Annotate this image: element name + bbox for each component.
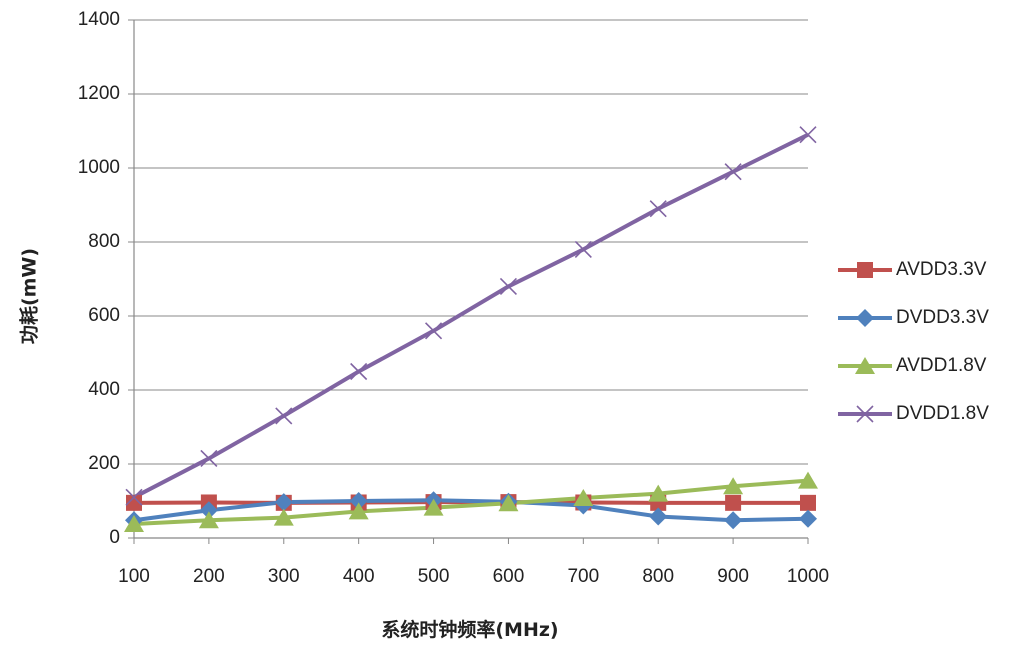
legend-swatch-marker — [857, 262, 873, 278]
gridlines — [134, 19, 808, 465]
x-tick-label: 600 — [493, 566, 525, 587]
series-line-DVDD3.3V — [133, 498, 809, 523]
legend-item: AVDD1.8V — [838, 355, 987, 376]
y-tick-label: 600 — [88, 305, 120, 326]
data-point-DVDD3.3V — [274, 493, 293, 512]
y-tick-label: 1400 — [78, 9, 120, 30]
x-tick-label: 800 — [642, 566, 674, 587]
data-point-DVDD3.3V — [199, 501, 218, 520]
x-tick-labels: 100 200 300 400 500 600 700 800 900 1000 — [118, 566, 829, 587]
data-point-DVDD1.8V — [350, 362, 368, 381]
data-point-DVDD1.8V — [125, 488, 143, 506]
data-point-AVDD3.3V — [725, 494, 742, 511]
y-axis-label: 功耗(mW) — [19, 248, 41, 344]
data-point-DVDD1.8V — [200, 449, 218, 468]
data-point-DVDD1.8V — [799, 126, 817, 144]
data-point-DVDD1.8V — [499, 277, 518, 295]
data-point-AVDD1.8V — [498, 494, 519, 512]
x-marker-stroke — [350, 362, 368, 381]
data-point-AVDD1.8V — [273, 508, 294, 526]
legend-swatch-marker — [856, 309, 874, 327]
data-point-DVDD1.8V — [275, 407, 293, 425]
x-marker-stroke — [125, 488, 143, 506]
x-tick-label: 500 — [418, 566, 450, 587]
x-tick-label: 200 — [193, 566, 225, 587]
data-point-AVDD1.8V — [198, 511, 219, 529]
x-marker-stroke — [200, 449, 218, 468]
data-point-AVDD1.8V — [573, 489, 594, 507]
legend-label: DVDD1.8V — [896, 403, 989, 424]
y-tick-label: 1000 — [78, 157, 120, 178]
x-marker-stroke — [649, 200, 667, 218]
axes — [128, 19, 809, 544]
x-marker-stroke — [724, 163, 742, 181]
legend-label: AVDD1.8V — [896, 355, 987, 376]
data-point-DVDD3.3V — [799, 509, 817, 528]
data-point-AVDD1.8V — [124, 514, 144, 532]
legend-swatch-marker — [855, 357, 875, 374]
series-line-DVDD1.8V — [133, 132, 809, 500]
data-point-DVDD1.8V — [424, 322, 443, 340]
x-tick-label: 400 — [343, 566, 375, 587]
y-tick-labels: 0 200 400 600 800 1000 1200 1400 — [78, 9, 120, 548]
x-marker-stroke — [424, 322, 443, 340]
x-marker-stroke — [574, 240, 592, 258]
data-point-AVDD3.3V — [800, 494, 816, 511]
legend-item: DVDD3.3V — [838, 307, 989, 328]
legend-label: DVDD3.3V — [896, 307, 989, 328]
x-tick-label: 1000 — [787, 566, 829, 587]
legend-item: AVDD3.3V — [838, 259, 987, 280]
data-point-AVDD1.8V — [723, 477, 744, 495]
data-point-DVDD3.3V — [349, 492, 368, 510]
legend: AVDD3.3V DVDD3.3V AVDD1.8V DVDD1.8V — [838, 259, 989, 424]
data-point-AVDD1.8V — [798, 471, 818, 489]
x-marker-stroke — [856, 405, 874, 423]
y-tick-label: 1200 — [78, 83, 120, 104]
legend-item: DVDD1.8V — [838, 403, 989, 424]
data-point-AVDD1.8V — [348, 502, 369, 520]
legend-label: AVDD3.3V — [896, 259, 987, 280]
data-point-DVDD3.3V — [649, 507, 668, 526]
x-tick-label: 700 — [567, 566, 599, 587]
y-tick-label: 400 — [88, 379, 120, 400]
y-tick-label: 0 — [109, 527, 120, 548]
y-tick-label: 800 — [88, 231, 120, 252]
series-line-AVDD1.8V — [133, 478, 809, 526]
data-point-DVDD1.8V — [574, 240, 592, 258]
data-point-AVDD1.8V — [423, 498, 444, 516]
x-marker-stroke — [799, 126, 817, 144]
series-lines — [133, 132, 809, 526]
x-tick-label: 300 — [268, 566, 300, 587]
data-point-DVDD1.8V — [724, 163, 742, 181]
x-tick-label: 100 — [118, 566, 150, 587]
x-marker-stroke — [499, 277, 518, 295]
x-tick-label: 900 — [717, 566, 749, 587]
y-tick-label: 200 — [88, 453, 120, 474]
x-marker-stroke — [275, 407, 293, 425]
data-point-AVDD1.8V — [648, 484, 669, 502]
x-axis-label: 系统时钟频率(MHz) — [381, 618, 558, 641]
series-markers — [124, 126, 818, 532]
data-point-DVDD1.8V — [649, 200, 667, 218]
legend-swatch-marker — [856, 405, 874, 423]
data-point-DVDD3.3V — [724, 511, 743, 530]
data-point-AVDD3.3V — [126, 494, 142, 511]
